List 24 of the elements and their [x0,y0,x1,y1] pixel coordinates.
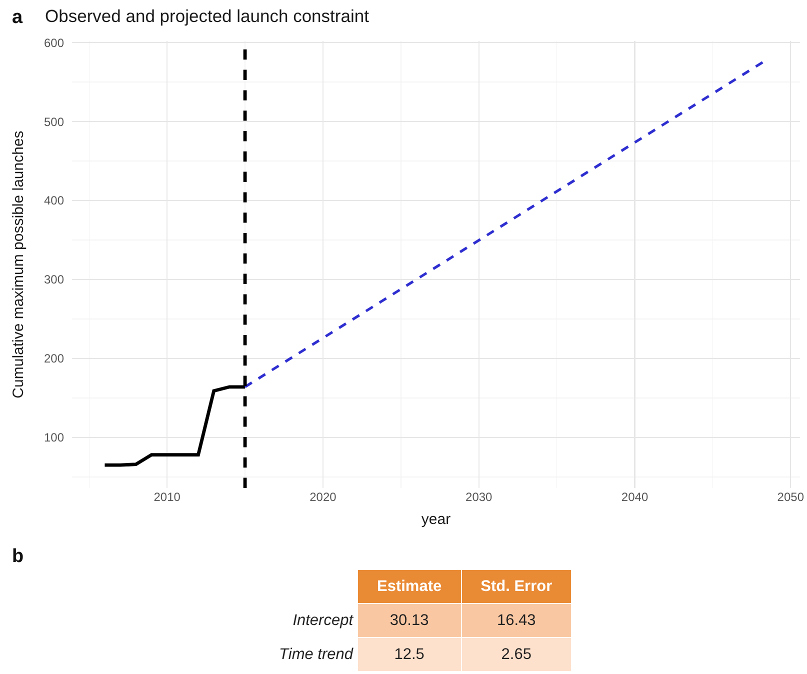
text: 2.65 [501,646,532,662]
text: 12.5 [394,646,424,662]
y-tick-label: 600 [44,36,64,50]
category-label: Intercept [292,612,353,628]
chart-title: Observed and projected launch constraint [45,6,370,26]
y-tick-label: 300 [44,272,64,287]
y-tick-label: 100 [44,430,64,445]
text: b [12,546,24,567]
x-tick-label: 2010 [154,490,181,504]
x-tick-label: 2040 [621,490,648,504]
y-tick-label: 400 [44,194,64,208]
text: 30.13 [390,612,429,628]
y-tick-label: 500 [44,114,64,129]
y-axis-title: Cumulative maximum possible launches [10,130,28,398]
category-label: Time trend [279,646,353,662]
x-tick-label: 2030 [466,490,493,504]
x-tick-label: 2050 [777,490,804,504]
x-tick-label: 2020 [310,490,337,504]
category-label: Estimate [358,570,461,603]
y-tick-label: 200 [44,352,64,366]
text: 16.43 [496,612,536,628]
text: a [12,7,23,28]
x-axis-title: year [421,511,451,528]
category-label: Std. Error [462,570,572,603]
